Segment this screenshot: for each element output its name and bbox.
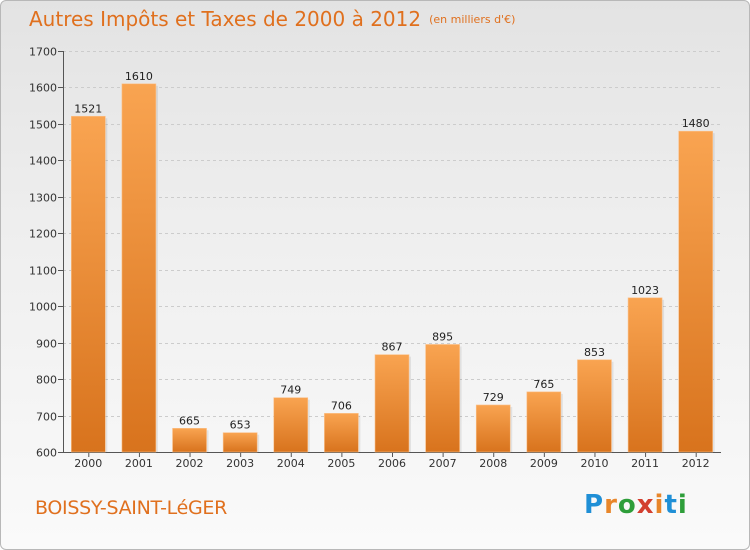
logo-letter: P [584,490,605,520]
y-tick-label: 600 [36,447,57,460]
bar [273,397,309,453]
bar [374,354,410,453]
bar [222,432,258,453]
logo-letter: i [654,490,665,520]
bar-value-label: 653 [230,419,251,432]
bar-value-label: 1480 [682,117,710,130]
labels: 600 700 800 900 1000 1100 1200 1300 1400 1500 1600… [29,46,710,471]
y-tick-label: 1200 [29,228,57,241]
bar-value-label: 665 [179,414,200,427]
chart-title-text: Autres Impôts et Taxes de 2000 à 2012 [29,7,422,31]
y-tick-label: 1600 [29,82,57,95]
x-tick-label: 2012 [682,457,710,470]
logo-letter: t [664,490,678,520]
x-tick-label: 2005 [327,457,355,470]
y-tick-label: 1500 [29,119,57,132]
x-tick-label: 2008 [479,457,507,470]
x-tick-label: 2011 [631,457,659,470]
x-tick-label: 2004 [277,457,305,470]
logo-letter: i [677,490,688,520]
chart-subtitle: (en milliers d'€) [429,13,516,26]
bar-value-label: 765 [533,378,554,391]
y-tick-label: 1100 [29,265,57,278]
x-tick-label: 2000 [74,457,102,470]
x-tick-label: 2001 [125,457,153,470]
y-tick-label: 1300 [29,192,57,205]
bar [627,297,663,453]
bar-value-label: 706 [331,399,352,412]
axes [58,51,721,457]
x-tick-label: 2007 [429,457,457,470]
logo-letter: x [636,490,655,520]
bar [71,115,106,453]
bar-value-label: 749 [280,384,301,397]
bar [526,391,562,453]
bar-value-label: 1521 [74,102,102,115]
bar [324,413,359,453]
y-tick-label: 700 [36,411,57,424]
bar-value-label: 867 [382,341,403,354]
bar-value-label: 1023 [631,284,659,297]
y-tick-label: 1700 [29,46,57,59]
y-tick-label: 900 [36,338,57,351]
bar [475,404,511,453]
bar [121,83,157,453]
x-tick-label: 2009 [530,457,558,470]
bar [678,130,713,453]
proxiti-logo[interactable]: Proxiti [584,490,688,520]
bar-value-label: 853 [584,346,605,359]
x-tick-label: 2006 [378,457,406,470]
logo-letter: r [604,490,618,520]
y-tick-label: 1400 [29,155,57,168]
x-tick-label: 2003 [226,457,254,470]
bar [577,359,612,453]
y-tick-label: 800 [36,374,57,387]
bar-value-label: 1610 [125,70,153,83]
x-tick-label: 2002 [176,457,204,470]
x-tick-label: 2010 [580,457,608,470]
bar-value-label: 729 [483,391,504,404]
bar [172,428,207,453]
bar [425,344,460,453]
city-name: BOISSY-SAINT-LéGER [35,497,228,519]
y-tick-label: 1000 [29,301,57,314]
bars [71,83,715,453]
chart-title: Autres Impôts et Taxes de 2000 à 2012 (en… [29,7,515,31]
logo-letter: o [617,490,637,520]
bar-value-label: 895 [432,330,453,343]
